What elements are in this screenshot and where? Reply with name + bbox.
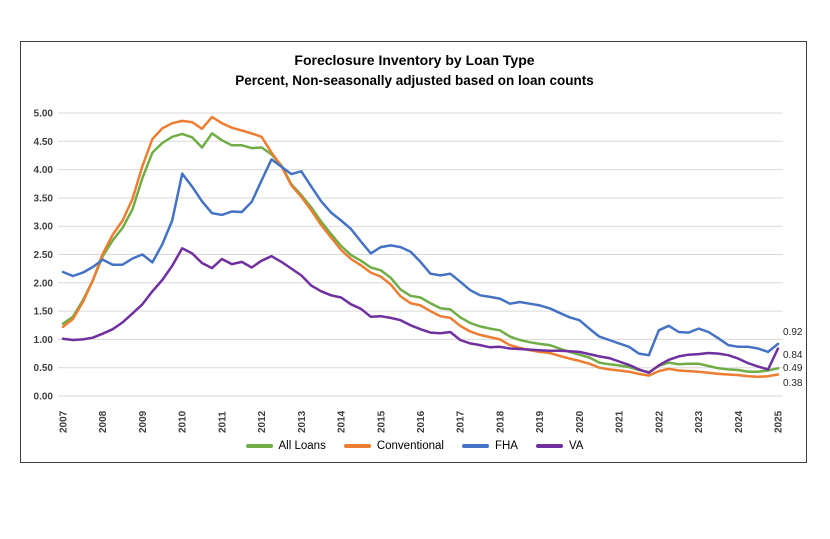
x-tick-label: 2016 (416, 410, 427, 433)
y-tick-label: 5.00 (34, 109, 54, 120)
x-tick-label: 2017 (456, 410, 467, 433)
legend-item-conventional: Conventional (343, 440, 444, 452)
legend-swatch-fha-icon (461, 444, 489, 448)
x-tick-label: 2023 (694, 410, 705, 433)
y-tick-label: 1.50 (34, 307, 54, 318)
x-tick-label: 2022 (654, 410, 665, 433)
end-label-all-loans: 0.49 (783, 363, 803, 374)
x-tick-label: 2013 (297, 410, 308, 433)
y-tick-label: 0.50 (34, 363, 54, 374)
x-tick-label: 2011 (217, 411, 228, 433)
y-tick-label: 1.00 (34, 335, 54, 346)
x-tick-label: 2021 (615, 410, 626, 433)
x-tick-label: 2007 (59, 410, 70, 433)
legend-swatch-all-loans-icon (245, 444, 273, 448)
x-tick-label: 2020 (575, 410, 586, 433)
y-tick-label: 2.50 (34, 250, 54, 261)
legend: All Loans Conventional FHA VA (21, 440, 808, 452)
series-line-conventional (61, 115, 780, 379)
series-line-fha (61, 158, 780, 357)
x-tick-label: 2024 (734, 410, 745, 433)
end-label-fha: 0.92 (783, 327, 803, 338)
series-line-va (61, 247, 780, 375)
x-tick-label: 2015 (376, 410, 387, 433)
x-tick-label: 2014 (337, 410, 348, 433)
legend-label-conventional: Conventional (376, 440, 444, 452)
x-tick-label: 2018 (495, 410, 506, 433)
end-label-conventional: 0.38 (783, 378, 803, 389)
end-label-va: 0.84 (783, 350, 803, 361)
legend-swatch-conventional-icon (343, 444, 371, 448)
chart-title: Foreclosure Inventory by Loan Type (294, 52, 535, 68)
y-tick-label: 3.00 (34, 222, 54, 233)
y-tick-label: 4.00 (34, 165, 54, 176)
chart-subtitle: Percent, Non-seasonally adjusted based o… (235, 73, 594, 88)
legend-item-all-loans: All Loans (245, 440, 326, 452)
x-tick-label: 2010 (178, 410, 189, 433)
legend-label-va: VA (568, 440, 584, 452)
x-tick-label: 2012 (257, 410, 268, 433)
x-tick-label: 2019 (535, 410, 546, 433)
y-tick-label: 4.50 (34, 137, 54, 148)
legend-label-all-loans: All Loans (278, 440, 326, 452)
x-tick-label: 2009 (138, 410, 149, 433)
x-tick-label: 2008 (98, 410, 109, 433)
x-tick-label: 2025 (774, 410, 785, 433)
y-tick-label: 0.00 (34, 392, 54, 403)
y-tick-label: 2.00 (34, 278, 54, 289)
legend-swatch-va-icon (535, 444, 563, 448)
chart-frame (20, 41, 807, 463)
legend-item-va: VA (535, 440, 584, 452)
legend-item-fha: FHA (461, 440, 518, 452)
legend-label-fha: FHA (494, 440, 518, 452)
y-tick-label: 3.50 (34, 193, 54, 204)
